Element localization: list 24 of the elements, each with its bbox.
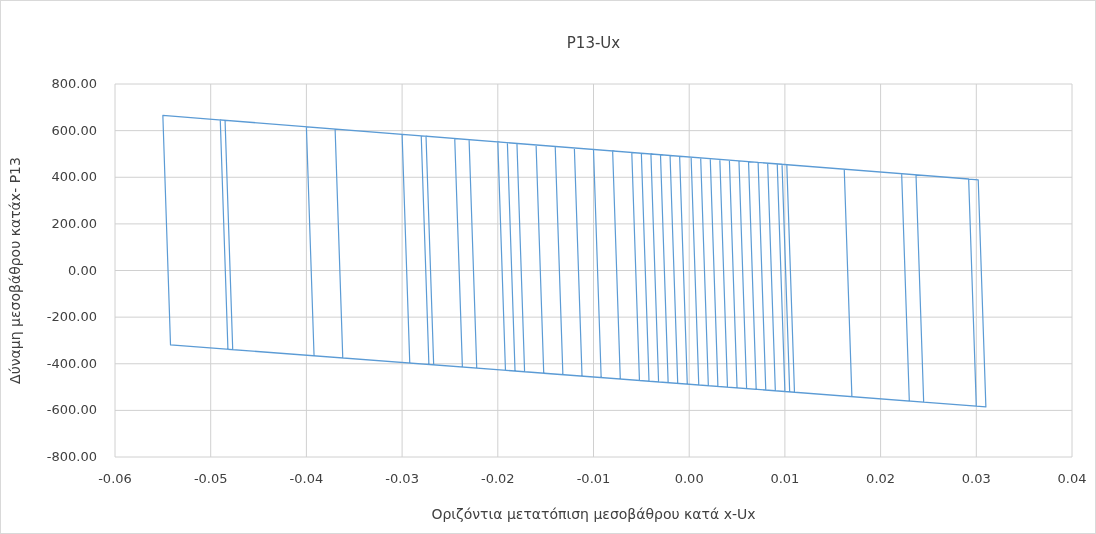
y-tick-label: 200.00 (51, 215, 97, 231)
y-tick-label: -400.00 (46, 355, 97, 371)
x-tick-label: -0.01 (576, 471, 611, 486)
y-tick-label: 600.00 (51, 122, 97, 138)
x-tick-label: 0.03 (961, 471, 991, 486)
x-tick-label: -0.04 (289, 471, 324, 486)
chart-title: P13-Ux (566, 34, 621, 52)
x-tick-label: -0.06 (98, 471, 132, 486)
x-axis-title: Οριζόντια μετατόπιση μεσοβάθρου κατά x-Ux (431, 506, 756, 522)
x-tick-label: 0.04 (1057, 471, 1087, 486)
x-tick-label: -0.02 (480, 471, 515, 486)
x-tick-label: 0.01 (770, 471, 800, 486)
y-tick-label: -600.00 (46, 402, 97, 418)
x-tick-label: 0.02 (866, 471, 896, 486)
y-tick-label: 0.00 (68, 262, 97, 278)
y-axis-title: Δύναμη μεσοβάθρου κατάx- P13 (7, 157, 23, 384)
x-tick-label: -0.03 (385, 471, 419, 486)
y-tick-label: 400.00 (51, 169, 97, 185)
line-series (162, 114, 987, 408)
x-tick-label: 0.00 (674, 471, 704, 486)
y-tick-label: 800.00 (51, 76, 97, 91)
y-tick-label: -200.00 (46, 309, 97, 325)
y-tick-label: -800.00 (46, 449, 97, 464)
x-tick-label: -0.05 (193, 471, 228, 486)
